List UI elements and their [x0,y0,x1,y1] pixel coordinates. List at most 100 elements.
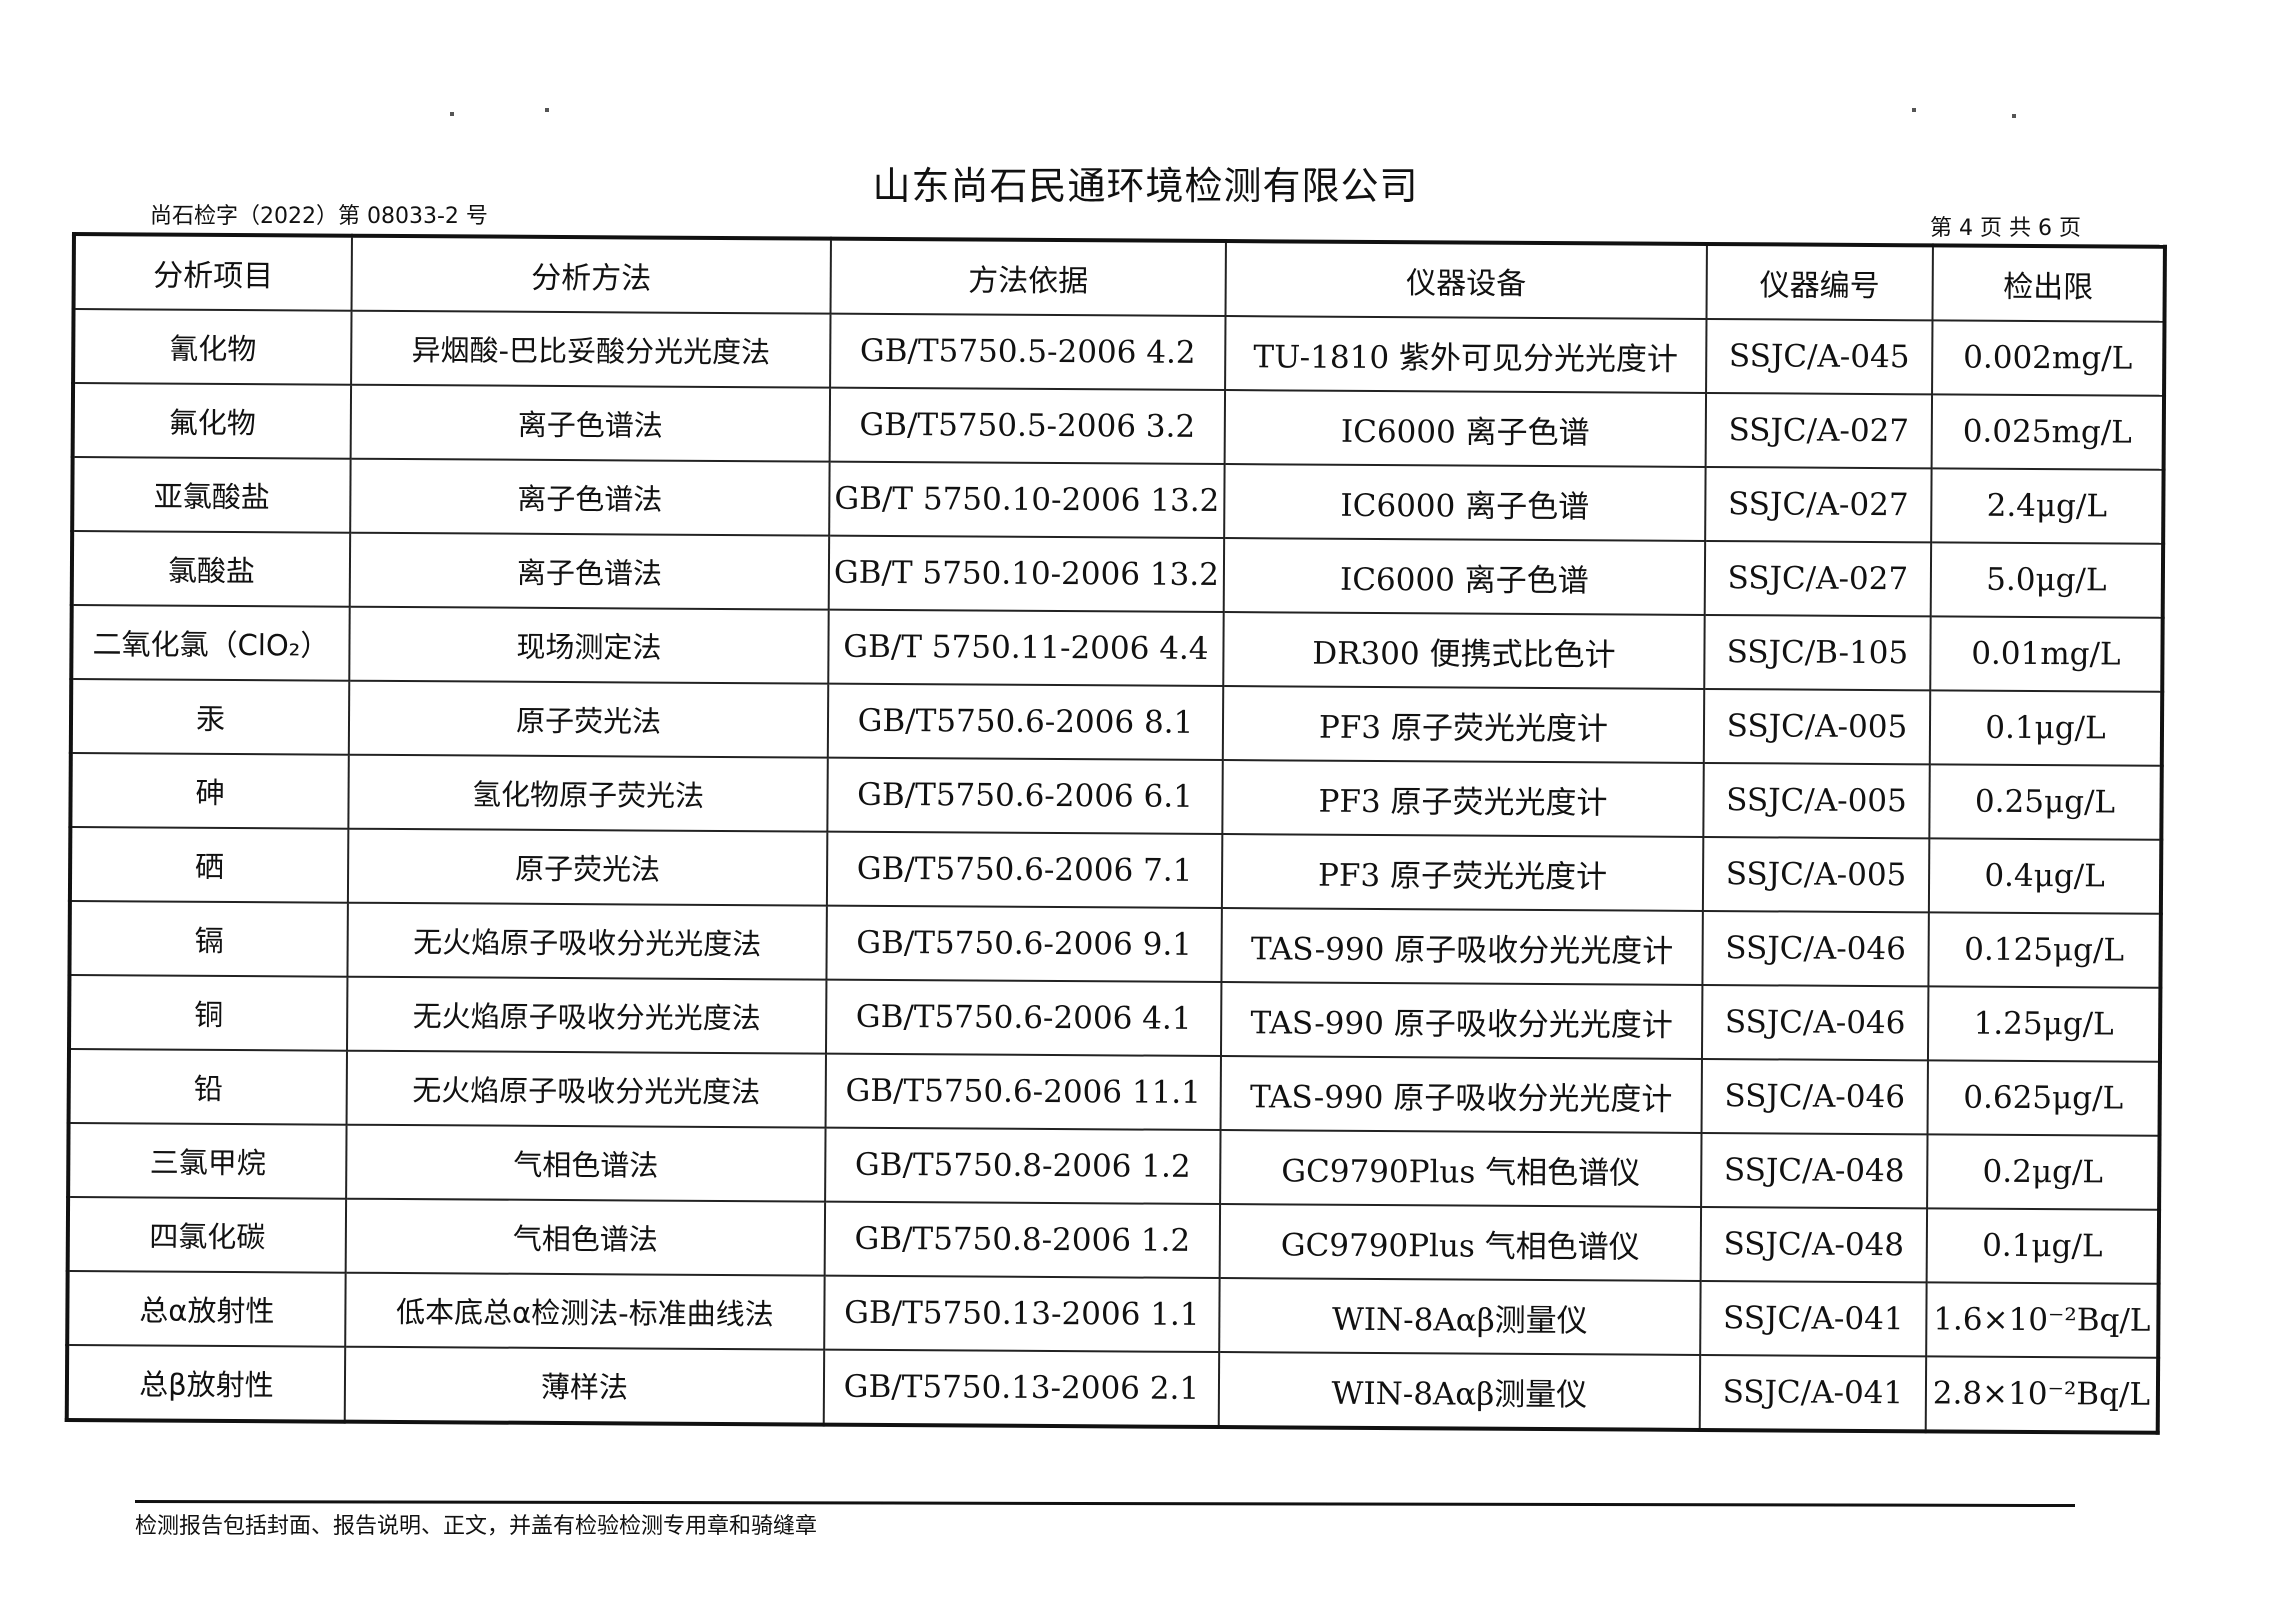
scan-speck [1912,108,1916,112]
instrument-id-cell: SSJC/A-027 [1705,392,1933,469]
analysis-method-cell: 气相色谱法 [345,1198,826,1276]
table-row: 氰化物 异烟酸-巴比妥酸分光光度法 GB/T5750.5-2006 4.2 TU-18… [73,309,2165,396]
analysis-method-cell: 无火焰原子吸收分光光度法 [346,1050,826,1128]
method-basis-cell: GB/T5750.6-2006 7.1 [826,831,1223,909]
method-basis-cell: GB/T5750.8-2006 1.2 [825,1127,1221,1205]
instrument-id-cell: SSJC/A-005 [1703,762,1930,839]
instrument-cell: GC9790Plus 气相色谱仪 [1219,1204,1702,1281]
analysis-method-cell: 无火焰原子吸收分光光度法 [347,902,827,980]
analysis-item-cell: 三氯甲烷 [68,1122,347,1199]
scan-speck [545,108,549,112]
instrument-id-cell: SSJC/A-005 [1703,688,1931,765]
method-basis-cell: GB/T5750.5-2006 3.2 [829,387,1226,465]
column-header: 仪器设备 [1225,241,1707,319]
instrument-cell: WIN-8Aαβ测量仪 [1218,1352,1701,1430]
method-basis-cell: GB/T5750.6-2006 9.1 [826,905,1222,983]
detection-limit-cell: 0.1μg/L [1926,1208,2160,1284]
table-row: 亚氯酸盐 离子色谱法 GB/T 5750.10-2006 13.2 IC6000 离子… [72,457,2164,544]
analysis-item-cell: 氯酸盐 [71,531,351,607]
table-row: 汞原子荧光法 GB/T5750.6-2006 8.1 PF3 原子荧光光度计 SSJC… [70,679,2163,766]
method-basis-cell: GB/T5750.8-2006 1.2 [824,1201,1221,1279]
analysis-item-cell: 砷 [70,753,349,829]
instrument-cell: IC6000 离子色谱 [1224,464,1706,541]
detection-limit-cell: 1.25μg/L [1927,986,2161,1062]
detection-limit-cell: 0.01mg/L [1930,616,2163,692]
instrument-cell: TAS-990 原子吸收分光光度计 [1221,908,1703,985]
detection-limit-cell: 2.8×10⁻²Bq/L [1925,1356,2159,1433]
instrument-cell: IC6000 离子色谱 [1224,390,1707,467]
table-row: 铅无火焰原子吸收分光光度法 GB/T5750.6-2006 11.1 TAS-990… [68,1048,2160,1136]
detection-limit-cell: 0.2μg/L [1927,1134,2160,1210]
instrument-id-cell: SSJC/A-041 [1699,1354,1927,1432]
method-basis-cell: GB/T5750.6-2006 6.1 [827,757,1223,835]
analysis-method-cell: 无火焰原子吸收分光光度法 [347,976,827,1054]
table-row: 氟化物 离子色谱法 GB/T5750.5-2006 3.2 IC6000 离子色谱 SS… [72,383,2165,470]
instrument-id-cell: SSJC/A-045 [1706,318,1933,395]
method-basis-cell: GB/T 5750.10-2006 13.2 [828,535,1225,613]
instrument-id-cell: SSJC/A-046 [1701,984,1929,1061]
analysis-item-cell: 镉 [69,900,348,977]
method-basis-cell: GB/T5750.13-2006 1.1 [824,1275,1220,1353]
instrument-id-cell: SSJC/A-048 [1700,1206,1928,1283]
table-header-row: 分析项目 分析方法 方法依据 仪器设备 仪器编号 检出限 [73,234,2165,322]
table-body: 氰化物 异烟酸-巴比妥酸分光光度法 GB/T5750.5-2006 4.2 TU-18… [66,309,2165,1433]
detection-limit-cell: 0.4μg/L [1928,838,2162,914]
analysis-method-cell: 原子荧光法 [347,828,828,906]
detection-limit-cell: 0.125μg/L [1928,912,2161,988]
detection-limit-cell: 0.025mg/L [1931,394,2165,470]
detection-limit-cell: 0.25μg/L [1929,764,2162,840]
analysis-item-cell: 铅 [68,1048,348,1125]
method-basis-cell: GB/T5750.6-2006 11.1 [825,1053,1221,1131]
page-number: 第 4 页 共 6 页 [1930,216,2081,241]
table-row: 总α放射性 低本底总α检测法-标准曲线法 GB/T5750.13-2006 1.1 W… [67,1270,2159,1358]
analysis-item-cell: 氟化物 [72,383,352,459]
instrument-id-cell: SSJC/A-027 [1705,466,1932,543]
method-basis-cell: GB/T5750.5-2006 4.2 [830,313,1226,391]
table-row: 总β放射性 薄样法 GB/T5750.13-2006 2.1 WIN-8Aαβ测量仪 S… [66,1344,2159,1433]
instrument-id-cell: SSJC/A-046 [1701,1058,1928,1135]
analysis-method-cell: 气相色谱法 [346,1124,826,1202]
column-header: 仪器编号 [1706,243,1933,321]
instrument-id-cell: SSJC/A-046 [1702,910,1929,987]
table-row: 二氧化氯（ClO₂） 现场测定法 GB/T 5750.11-2006 4.4 DR30… [71,605,2163,692]
instrument-cell: DR300 便携式比色计 [1223,612,1705,689]
instrument-id-cell: SSJC/A-027 [1704,540,1932,617]
instrument-cell: PF3 原子荧光光度计 [1222,686,1705,763]
instrument-id-cell: SSJC/A-005 [1702,836,1930,913]
column-header: 检出限 [1932,245,2165,322]
analysis-item-cell: 汞 [70,679,350,755]
method-basis-cell: GB/T5750.6-2006 8.1 [827,683,1224,761]
analysis-item-cell: 氰化物 [73,309,352,385]
table-row: 四氯化碳 气相色谱法 GB/T5750.8-2006 1.2 GC9790Plus 气… [67,1196,2160,1284]
table-row: 三氯甲烷 气相色谱法 GB/T5750.8-2006 1.2 GC9790Plus 气… [68,1122,2160,1210]
analysis-methods-table: 分析项目 分析方法 方法依据 仪器设备 仪器编号 检出限 氰化物 异烟酸-巴比妥酸分光光度法… [64,232,2167,1435]
table-row: 氯酸盐 离子色谱法 GB/T 5750.10-2006 13.2 IC6000 离子色… [71,531,2164,618]
instrument-id-cell: SSJC/A-048 [1701,1132,1928,1209]
analysis-method-cell: 薄样法 [344,1346,825,1425]
method-basis-cell: GB/T 5750.11-2006 4.4 [828,609,1224,687]
footer-note: 检测报告包括封面、报告说明、正文，并盖有检验检测专用章和骑缝章 [135,1514,818,1539]
analysis-item-cell: 硒 [69,827,349,903]
instrument-cell: IC6000 离子色谱 [1223,538,1706,615]
table-row: 硒原子荧光法 GB/T5750.6-2006 7.1 PF3 原子荧光光度计 SSJC… [69,827,2162,914]
instrument-cell: TAS-990 原子吸收分光光度计 [1220,1056,1702,1133]
method-basis-cell: GB/T5750.6-2006 4.1 [825,979,1222,1057]
detection-limit-cell: 1.6×10⁻²Bq/L [1926,1282,2159,1358]
instrument-cell: PF3 原子荧光光度计 [1221,834,1704,911]
footer-divider [134,1499,2076,1508]
instrument-cell: GC9790Plus 气相色谱仪 [1220,1130,1702,1207]
table-row: 砷氢化物原子荧光法 GB/T5750.6-2006 6.1 PF3 原子荧光光度计 S… [70,753,2162,840]
analysis-item-cell: 亚氯酸盐 [72,457,351,533]
instrument-cell: WIN-8Aαβ测量仪 [1219,1278,1701,1355]
detection-limit-cell: 0.625μg/L [1927,1060,2160,1136]
analysis-method-cell: 氢化物原子荧光法 [348,754,828,832]
instrument-id-cell: SSJC/B-105 [1704,614,1931,691]
method-basis-cell: GB/T5750.13-2006 2.1 [823,1349,1220,1428]
scan-speck [450,112,454,116]
method-basis-cell: GB/T 5750.10-2006 13.2 [829,461,1225,539]
column-header: 分析项目 [73,234,352,311]
document-number: 尚石检字（2022）第 08033-2 号 [150,204,488,229]
analysis-method-cell: 异烟酸-巴比妥酸分光光度法 [351,310,831,388]
instrument-cell: PF3 原子荧光光度计 [1222,760,1704,837]
analysis-item-cell: 二氧化氯（ClO₂） [71,605,350,681]
